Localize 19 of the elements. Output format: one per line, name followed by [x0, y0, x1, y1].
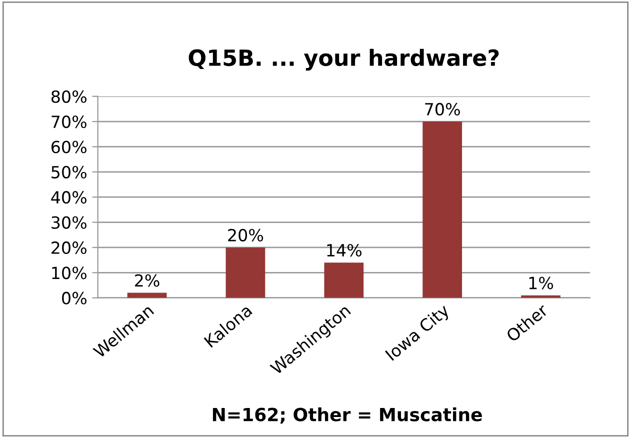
data-label: 1%: [529, 276, 554, 290]
y-tick-label: 50%: [52, 166, 86, 178]
chart-title: Q15B. ... your hardware?: [188, 48, 499, 71]
y-tick-label: 60%: [52, 140, 86, 154]
data-label: 20%: [228, 228, 264, 242]
y-tick-label: 10%: [52, 266, 86, 280]
y-tick-label: 80%: [51, 90, 86, 103]
data-label: 70%: [425, 102, 460, 116]
bar: [324, 262, 364, 298]
bar: [226, 247, 266, 298]
y-tick-label: 70%: [52, 116, 86, 128]
y-tick-label: 0%: [62, 292, 86, 304]
y-tick-label: 40%: [51, 191, 86, 204]
bar: [422, 122, 462, 298]
y-tick-label: 20%: [52, 241, 86, 254]
y-tick-label: 30%: [52, 216, 86, 229]
data-label: 14%: [327, 244, 362, 257]
text: N=162; Other = Muscatine: [212, 407, 482, 424]
data-label: 2%: [135, 274, 160, 287]
